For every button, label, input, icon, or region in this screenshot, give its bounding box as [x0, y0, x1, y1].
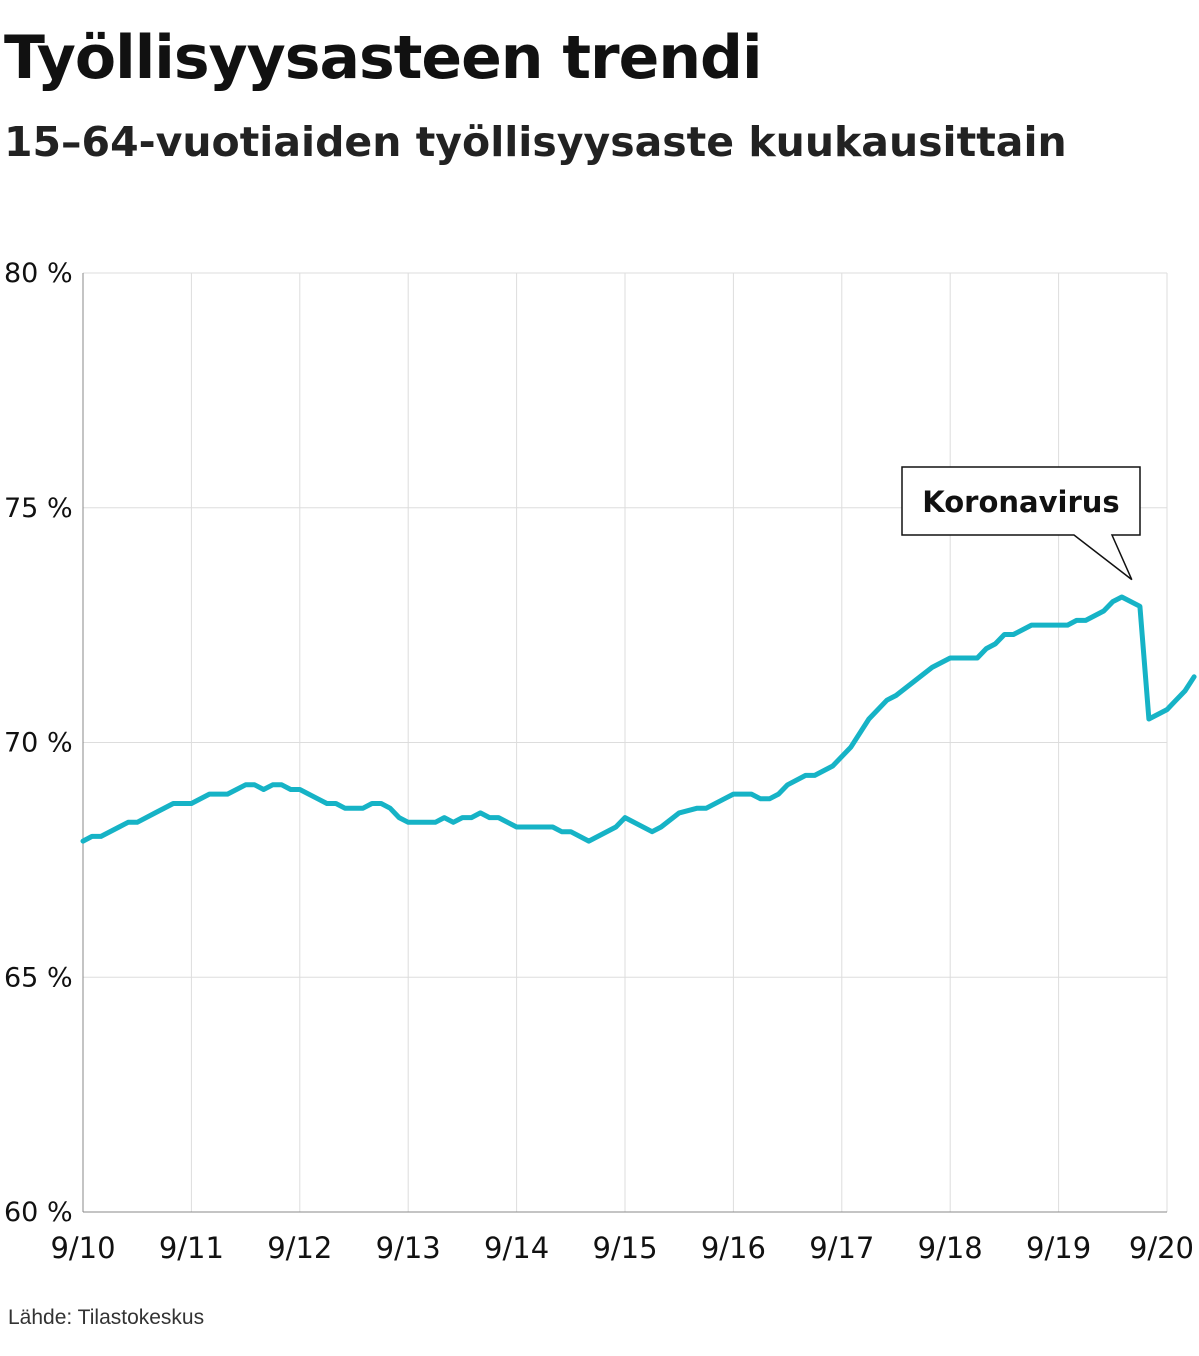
y-tick-label: 75 %	[4, 493, 73, 524]
grid	[82, 272, 1168, 1213]
y-tick-label: 65 %	[4, 962, 73, 993]
x-tick-label: 9/16	[701, 1231, 766, 1265]
x-tick-label: 9/11	[159, 1231, 224, 1265]
y-tick-label: 80 %	[4, 258, 73, 289]
x-tick-label: 9/20	[1129, 1231, 1194, 1265]
x-tick-label: 9/10	[50, 1231, 115, 1265]
series-line	[80, 594, 1197, 844]
x-tick-label: 9/13	[376, 1231, 441, 1265]
x-tick-label: 9/17	[809, 1231, 874, 1265]
x-tick-label: 9/15	[592, 1231, 657, 1265]
y-tick-label: 70 %	[4, 728, 73, 759]
page-title: Työllisyysasteen trendi	[4, 23, 763, 93]
annotation-callout-box	[901, 466, 1141, 581]
x-tick-label: 9/18	[918, 1231, 983, 1265]
annotation-label: Koronavirus	[922, 485, 1119, 519]
series-layer	[80, 594, 1197, 844]
page-subtitle: 15–64-vuotiaiden työllisyysaste kuukausi…	[4, 118, 1067, 166]
y-tick-label: 60 %	[4, 1197, 73, 1228]
x-tick-label: 9/19	[1026, 1231, 1091, 1265]
annotation-callout: Koronavirus	[901, 466, 1141, 581]
x-tick-label: 9/14	[484, 1231, 549, 1265]
source-note: Lähde: Tilastokeskus	[8, 1306, 205, 1329]
axes: 60 % 65 % 70 % 75 % 80 % 9/10 9/11 9/12 9/13 9/14…	[4, 258, 1194, 1265]
x-tick-label: 9/12	[267, 1231, 332, 1265]
